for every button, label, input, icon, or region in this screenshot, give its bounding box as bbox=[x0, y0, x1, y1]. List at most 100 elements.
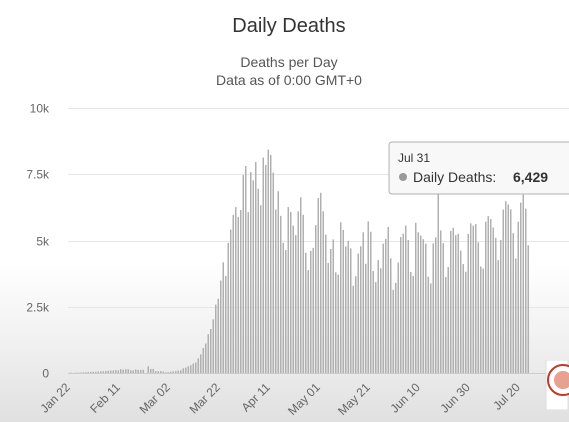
bar[interactable] bbox=[510, 209, 512, 373]
bar[interactable] bbox=[285, 250, 287, 373]
bar[interactable] bbox=[227, 242, 230, 373]
bar[interactable] bbox=[212, 319, 215, 373]
bar[interactable] bbox=[277, 191, 280, 373]
bar[interactable] bbox=[195, 362, 197, 373]
bar[interactable] bbox=[322, 211, 325, 373]
bar[interactable] bbox=[192, 363, 195, 373]
bar[interactable] bbox=[187, 366, 190, 374]
bar[interactable] bbox=[295, 235, 297, 373]
bar[interactable] bbox=[257, 188, 260, 373]
bar[interactable] bbox=[172, 371, 175, 373]
bar[interactable] bbox=[290, 211, 292, 373]
bar[interactable] bbox=[82, 372, 85, 373]
bar[interactable] bbox=[345, 246, 347, 373]
bar[interactable] bbox=[272, 172, 275, 373]
bar[interactable] bbox=[450, 230, 452, 373]
bar[interactable] bbox=[497, 260, 500, 373]
bar[interactable] bbox=[222, 262, 225, 373]
bar[interactable] bbox=[352, 285, 355, 373]
bar[interactable] bbox=[472, 225, 475, 373]
bar[interactable] bbox=[185, 367, 187, 373]
bar[interactable] bbox=[375, 282, 377, 373]
bar[interactable] bbox=[240, 210, 242, 373]
bar[interactable] bbox=[457, 233, 460, 374]
bar[interactable] bbox=[225, 276, 227, 373]
bar[interactable] bbox=[407, 239, 410, 373]
bar[interactable] bbox=[442, 243, 445, 373]
bar[interactable] bbox=[455, 235, 457, 373]
bar[interactable] bbox=[382, 243, 385, 373]
bar[interactable] bbox=[117, 370, 120, 373]
bar[interactable] bbox=[167, 372, 170, 373]
bar[interactable] bbox=[425, 243, 427, 373]
bar[interactable] bbox=[355, 276, 357, 373]
bar[interactable] bbox=[527, 245, 530, 373]
bar[interactable] bbox=[357, 253, 360, 373]
bar[interactable] bbox=[402, 233, 405, 373]
bar[interactable] bbox=[130, 370, 132, 373]
bar[interactable] bbox=[312, 247, 315, 373]
bar[interactable] bbox=[275, 209, 277, 374]
bar[interactable] bbox=[110, 370, 112, 373]
bar[interactable] bbox=[500, 239, 502, 373]
bar[interactable] bbox=[102, 371, 105, 373]
bar[interactable] bbox=[150, 369, 152, 373]
bar[interactable] bbox=[482, 268, 485, 373]
bar[interactable] bbox=[412, 276, 415, 373]
bar[interactable] bbox=[430, 283, 432, 373]
bar[interactable] bbox=[462, 264, 465, 373]
bar[interactable] bbox=[230, 229, 232, 373]
bar[interactable] bbox=[100, 371, 102, 373]
bar[interactable] bbox=[410, 272, 412, 373]
bar[interactable] bbox=[127, 369, 130, 373]
bar[interactable] bbox=[155, 371, 157, 373]
bar[interactable] bbox=[317, 198, 320, 373]
bar[interactable] bbox=[395, 282, 397, 373]
bar[interactable] bbox=[87, 371, 90, 373]
bar[interactable] bbox=[180, 370, 182, 373]
bar[interactable] bbox=[200, 354, 202, 373]
bar[interactable] bbox=[267, 149, 270, 373]
bar[interactable] bbox=[400, 237, 402, 373]
bar[interactable] bbox=[157, 371, 160, 373]
bar[interactable] bbox=[370, 231, 372, 373]
bar[interactable] bbox=[380, 268, 382, 373]
bar[interactable] bbox=[97, 371, 100, 373]
bar[interactable] bbox=[437, 192, 440, 373]
bar[interactable] bbox=[350, 248, 352, 373]
bar[interactable] bbox=[170, 371, 172, 373]
bars[interactable] bbox=[70, 149, 530, 374]
bar[interactable] bbox=[505, 201, 507, 373]
bar[interactable] bbox=[210, 329, 212, 373]
bar[interactable] bbox=[297, 211, 300, 373]
bar[interactable] bbox=[287, 207, 290, 373]
bar[interactable] bbox=[292, 225, 295, 373]
bar[interactable] bbox=[255, 162, 257, 373]
bar[interactable] bbox=[417, 232, 420, 373]
bar[interactable] bbox=[330, 248, 332, 373]
bar[interactable] bbox=[162, 371, 165, 373]
bar[interactable] bbox=[522, 194, 525, 373]
bar[interactable] bbox=[237, 216, 240, 373]
bar[interactable] bbox=[307, 270, 310, 373]
bar[interactable] bbox=[492, 227, 495, 373]
bar[interactable] bbox=[175, 371, 177, 373]
bar[interactable] bbox=[142, 369, 145, 373]
bar[interactable] bbox=[327, 263, 330, 373]
bar[interactable] bbox=[217, 298, 220, 373]
bar[interactable] bbox=[485, 221, 487, 373]
bar[interactable] bbox=[305, 252, 307, 373]
bar[interactable] bbox=[470, 223, 472, 373]
bar[interactable] bbox=[137, 369, 140, 373]
bar[interactable] bbox=[235, 207, 237, 373]
bar[interactable] bbox=[520, 202, 522, 373]
bar[interactable] bbox=[460, 250, 462, 373]
bar[interactable] bbox=[85, 372, 87, 373]
bar[interactable] bbox=[140, 369, 142, 373]
bar[interactable] bbox=[507, 204, 510, 373]
bar[interactable] bbox=[197, 358, 200, 373]
bar[interactable] bbox=[250, 172, 252, 373]
bar[interactable] bbox=[202, 348, 205, 373]
bar[interactable] bbox=[260, 205, 262, 373]
bar[interactable] bbox=[390, 258, 392, 373]
